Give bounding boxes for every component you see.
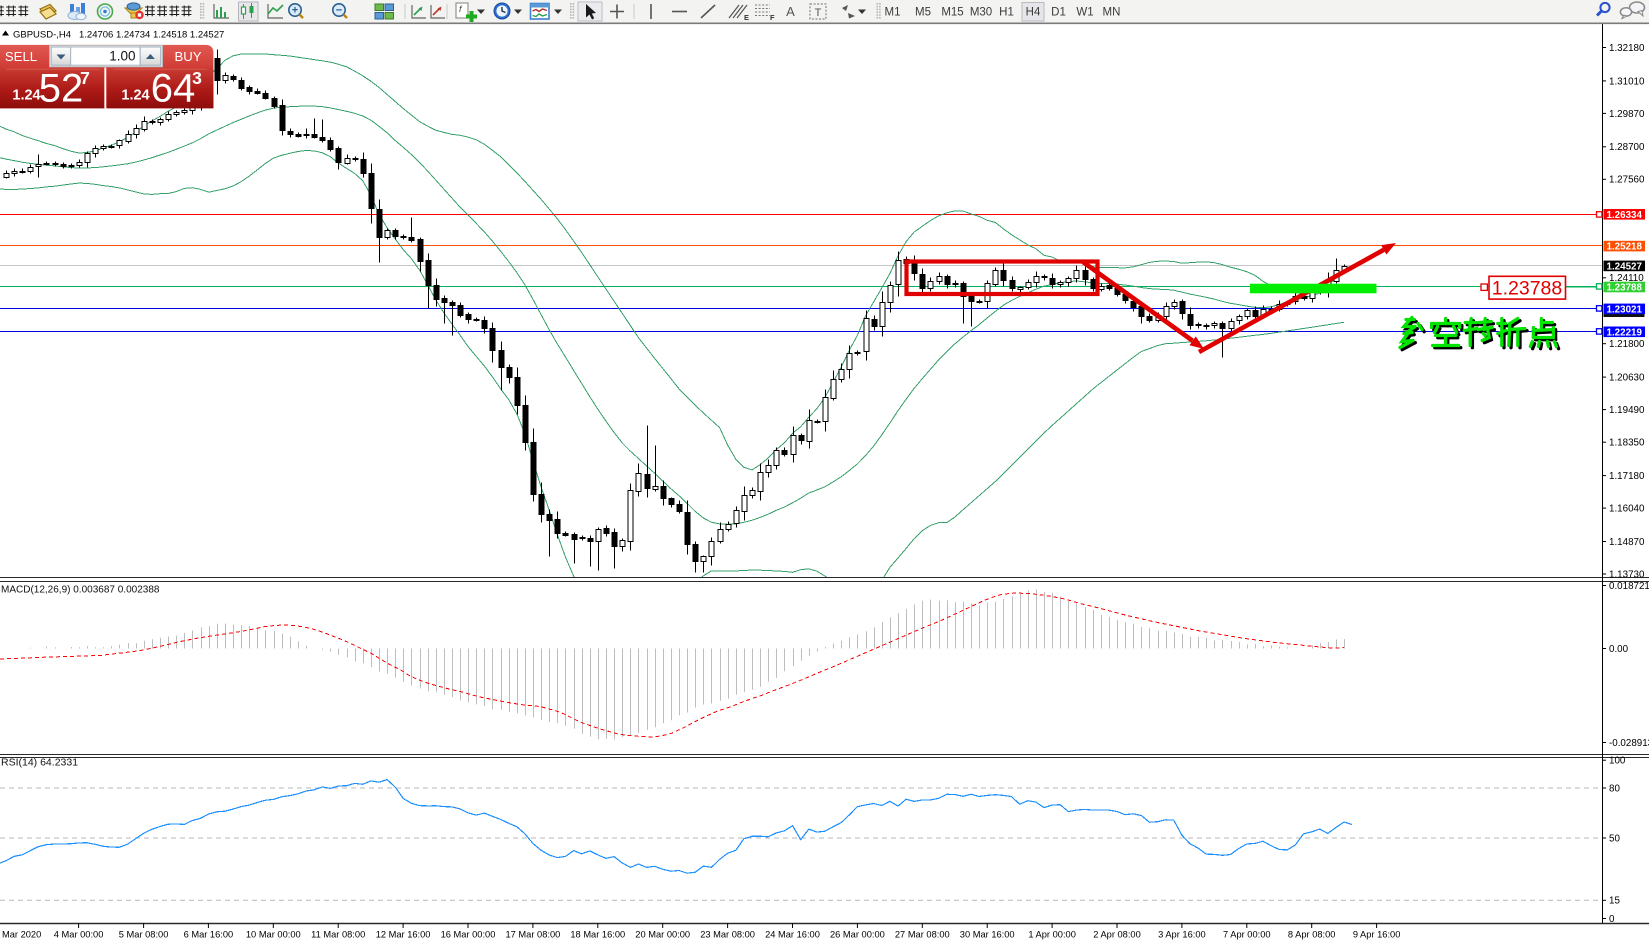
svg-text:27 Mar 08:00: 27 Mar 08:00: [895, 930, 950, 940]
svg-text:5 Mar 08:00: 5 Mar 08:00: [119, 930, 169, 940]
svg-text:7: 7: [80, 68, 90, 88]
svg-text:1.00: 1.00: [109, 49, 135, 64]
svg-text:3: 3: [192, 68, 202, 88]
svg-text:64: 64: [151, 67, 196, 111]
svg-text:M1: M1: [885, 7, 901, 19]
svg-text:E: E: [744, 13, 749, 22]
svg-text:20 Mar 00:00: 20 Mar 00:00: [635, 930, 690, 940]
svg-text:1.23788: 1.23788: [1492, 278, 1563, 300]
svg-text:-0.028913: -0.028913: [1609, 738, 1649, 749]
svg-text:17 Mar 08:00: 17 Mar 08:00: [506, 930, 561, 940]
svg-text:1.32180: 1.32180: [1609, 43, 1645, 54]
svg-text:M30: M30: [970, 7, 992, 19]
svg-text:MACD(12,26,9) 0.003687 0.00238: MACD(12,26,9) 0.003687 0.002388: [1, 585, 160, 596]
svg-text:18 Mar 16:00: 18 Mar 16:00: [570, 930, 625, 940]
svg-text:1.24: 1.24: [121, 88, 149, 104]
svg-text:9 Apr 16:00: 9 Apr 16:00: [1353, 930, 1401, 940]
svg-text:GBPUSD-,H4 1.24706 1.24734 1: GBPUSD-,H4 1.24706 1.24734 1.24518 1.245…: [13, 30, 224, 41]
svg-text:0: 0: [1609, 914, 1615, 925]
svg-text:1.23788: 1.23788: [1607, 283, 1643, 294]
svg-text:−: −: [336, 5, 342, 17]
svg-text:A: A: [786, 4, 795, 19]
svg-text:RSI(14) 64.2331: RSI(14) 64.2331: [1, 757, 78, 769]
svg-text:+: +: [292, 5, 298, 17]
svg-text:8 Apr 08:00: 8 Apr 08:00: [1288, 930, 1336, 940]
svg-text:F: F: [770, 13, 775, 22]
svg-text:1.29870: 1.29870: [1609, 109, 1645, 120]
svg-text:3 Apr 16:00: 3 Apr 16:00: [1158, 930, 1206, 940]
svg-text:1.26334: 1.26334: [1607, 210, 1643, 221]
svg-text:0.00: 0.00: [1609, 644, 1629, 655]
svg-text:BUY: BUY: [174, 49, 201, 64]
svg-text:H1: H1: [999, 7, 1014, 19]
svg-text:1.24110: 1.24110: [1609, 273, 1644, 284]
svg-text:Mar 2020: Mar 2020: [2, 930, 41, 940]
svg-text:1.27560: 1.27560: [1609, 175, 1645, 186]
svg-text:H4: H4: [1026, 7, 1041, 19]
svg-text:50: 50: [1609, 833, 1620, 844]
svg-text:M15: M15: [941, 7, 963, 19]
svg-text:1.31010: 1.31010: [1609, 76, 1645, 87]
svg-text:2 Apr 08:00: 2 Apr 08:00: [1093, 930, 1141, 940]
svg-text:30 Mar 16:00: 30 Mar 16:00: [960, 930, 1015, 940]
svg-text:1.28700: 1.28700: [1609, 142, 1645, 153]
svg-text:1.13730: 1.13730: [1609, 569, 1645, 580]
svg-text:1.16040: 1.16040: [1609, 504, 1645, 515]
svg-text:52: 52: [39, 67, 84, 111]
svg-text:4 Mar 00:00: 4 Mar 00:00: [54, 930, 104, 940]
svg-text:M5: M5: [915, 7, 931, 19]
svg-text:1.14870: 1.14870: [1609, 537, 1645, 548]
svg-text:26 Mar 00:00: 26 Mar 00:00: [830, 930, 885, 940]
svg-text:24 Mar 16:00: 24 Mar 16:00: [765, 930, 820, 940]
svg-text:1.17180: 1.17180: [1609, 471, 1645, 482]
svg-text:1.21800: 1.21800: [1609, 339, 1645, 350]
svg-text:11 Mar 08:00: 11 Mar 08:00: [311, 930, 365, 940]
svg-text:0.018721: 0.018721: [1609, 581, 1649, 592]
svg-text:80: 80: [1609, 783, 1620, 794]
svg-text:f: f: [459, 4, 463, 14]
svg-text:12 Mar 16:00: 12 Mar 16:00: [376, 930, 431, 940]
svg-text:SELL: SELL: [5, 49, 37, 64]
svg-text:1.24527: 1.24527: [1607, 262, 1643, 273]
svg-text:1.25218: 1.25218: [1607, 242, 1643, 253]
svg-text:W1: W1: [1076, 7, 1093, 19]
svg-text:1.20630: 1.20630: [1609, 373, 1645, 384]
svg-text:1.18350: 1.18350: [1609, 438, 1645, 449]
svg-text:T: T: [815, 7, 822, 19]
svg-text:6 Mar 16:00: 6 Mar 16:00: [184, 930, 234, 940]
svg-text:10 Mar 00:00: 10 Mar 00:00: [246, 930, 301, 940]
svg-text:D1: D1: [1051, 7, 1066, 19]
svg-text:7 Apr 00:00: 7 Apr 00:00: [1223, 930, 1271, 940]
svg-text:1 Apr 00:00: 1 Apr 00:00: [1028, 930, 1076, 940]
svg-text:1.23021: 1.23021: [1607, 305, 1643, 316]
svg-text:1.24: 1.24: [12, 88, 40, 104]
svg-text:MN: MN: [1103, 7, 1121, 19]
svg-text:100: 100: [1609, 756, 1626, 767]
svg-text:23 Mar 08:00: 23 Mar 08:00: [700, 930, 755, 940]
svg-text:16 Mar 00:00: 16 Mar 00:00: [441, 930, 496, 940]
svg-text:15: 15: [1609, 896, 1620, 907]
svg-text:1.19490: 1.19490: [1609, 405, 1645, 416]
svg-text:1.22219: 1.22219: [1607, 327, 1643, 338]
